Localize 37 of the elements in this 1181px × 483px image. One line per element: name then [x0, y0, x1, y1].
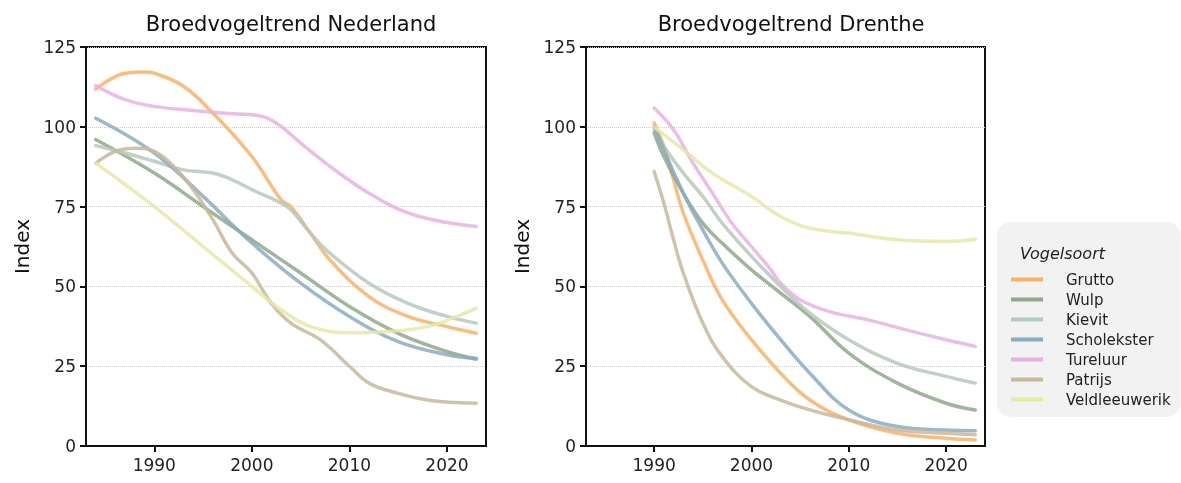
- y-tick-label: 50: [554, 276, 576, 297]
- line-series: [652, 106, 978, 349]
- legend-label: Scholekster: [1066, 330, 1155, 349]
- x-tick-label: 2020: [924, 454, 968, 475]
- legend-title: Vogelsoort: [1020, 243, 1106, 263]
- y-tick-label: 25: [554, 356, 576, 377]
- legend-label: Wulp: [1066, 290, 1104, 309]
- legend-label: Kievit: [1066, 310, 1109, 329]
- y-tick-label: 125: [543, 37, 576, 57]
- y-tick-label: 125: [43, 37, 76, 57]
- line-series: [652, 169, 978, 437]
- x-tick-label: 2020: [425, 454, 469, 475]
- line-series: [94, 146, 478, 405]
- y-axis-title: Index: [10, 218, 34, 275]
- y-tick-label: 0: [565, 436, 576, 456]
- legend-label: Veldleeuwerik: [1066, 390, 1171, 409]
- chart-title: Broedvogeltrend Nederland: [145, 11, 437, 36]
- line-series: [652, 125, 978, 244]
- chart-title: Broedvogeltrend Drenthe: [657, 11, 925, 36]
- x-tick-label: 2010: [327, 454, 372, 475]
- x-tick-label: 2010: [827, 454, 871, 475]
- x-tick-label: 1990: [632, 454, 676, 475]
- legend-label: Patrijs: [1066, 370, 1112, 389]
- x-tick-label: 1990: [132, 454, 176, 475]
- line-series: [94, 83, 478, 229]
- y-tick-label: 50: [54, 276, 76, 297]
- y-tick-label: 25: [54, 356, 76, 377]
- legend-label: Tureluur: [1065, 350, 1128, 369]
- y-axis-title: Index: [510, 218, 534, 275]
- y-tick-label: 100: [43, 116, 76, 137]
- y-tick-label: 75: [554, 196, 576, 217]
- y-tick-label: 100: [543, 116, 576, 137]
- y-tick-label: 75: [54, 196, 76, 217]
- x-tick-label: 2000: [729, 454, 774, 475]
- x-tick-label: 2000: [230, 454, 274, 475]
- y-tick-label: 0: [65, 436, 76, 456]
- legend-label: Grutto: [1066, 270, 1115, 289]
